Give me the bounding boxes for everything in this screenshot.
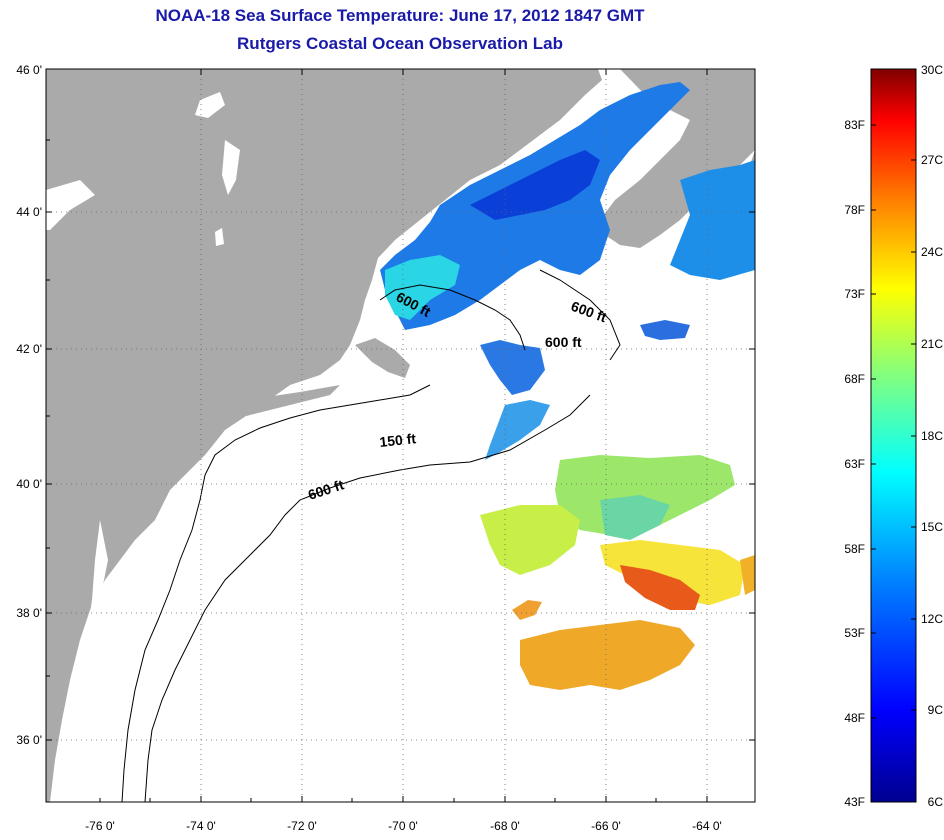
lon-label: -66 0' — [591, 819, 621, 833]
contour-600ft-georges — [539, 269, 621, 361]
colorbar-c-label: 18C — [921, 429, 943, 443]
colorbar-c-label: 6C — [928, 795, 944, 809]
chesapeake-bay — [65, 520, 108, 760]
colorbar-f-label: 63F — [844, 457, 865, 471]
map-subtitle: Rutgers Coastal Ocean Observation Lab — [237, 34, 563, 53]
lon-label: -70 0' — [388, 819, 418, 833]
contour-600ft-gom — [379, 284, 526, 351]
contour-label: 150 ft — [379, 430, 417, 450]
lon-label: -74 0' — [186, 819, 216, 833]
colorbar-f-label: 68F — [844, 372, 865, 386]
lat-label: 42 0' — [16, 342, 42, 356]
sst-south-orange — [520, 620, 695, 690]
land-cape-cod — [355, 338, 410, 378]
graticule — [46, 69, 755, 802]
colorbar-f-label: 83F — [844, 118, 865, 132]
sst-bay-of-fundy — [670, 160, 755, 280]
sst-warm-filament — [620, 565, 700, 610]
colorbar-f-label: 73F — [844, 287, 865, 301]
colorbar-c-label: 9C — [928, 703, 944, 717]
lake — [46, 180, 95, 230]
lake — [195, 92, 225, 118]
colorbar-f-label: 78F — [844, 203, 865, 217]
sst-offshore-cyan-green — [600, 495, 670, 540]
sst-offshore-yellowgreen — [480, 505, 580, 575]
colorbar-c-label: 21C — [921, 337, 943, 351]
lon-label: -72 0' — [287, 819, 317, 833]
land-maritimes — [600, 69, 755, 248]
lon-label: -76 0' — [85, 819, 115, 833]
sst-patch-georges-2 — [480, 340, 545, 395]
sst-gulf-of-maine-cool-core — [470, 150, 600, 220]
colorbar-f-label: 48F — [844, 711, 865, 725]
sst-east-orange — [740, 555, 755, 595]
land-mainland — [46, 69, 602, 802]
sst-offshore-green — [555, 455, 735, 535]
contour-label: 600 ft — [545, 334, 582, 350]
lat-label: 46 0' — [16, 63, 42, 77]
sst-patch-shelf — [485, 400, 550, 460]
colorbar-ticks — [871, 124, 916, 719]
colorbar-f-label: 58F — [844, 542, 865, 556]
colorbar-f-label: 43F — [844, 795, 865, 809]
sst-small-orange — [512, 600, 542, 620]
lat-label: 44 0' — [16, 205, 42, 219]
axis-ticks — [46, 69, 755, 802]
lat-label: 38 0' — [16, 606, 42, 620]
delaware-bay — [148, 540, 165, 575]
contour-600ft-shelf — [144, 394, 591, 802]
sst-coastal-cyan — [385, 255, 460, 320]
colorbar-c-label: 30C — [921, 63, 943, 77]
colorbar-c-label: 24C — [921, 245, 943, 259]
contour-150ft — [121, 384, 431, 802]
colorbar-c-label: 12C — [921, 612, 943, 626]
map-title: NOAA-18 Sea Surface Temperature: June 17… — [155, 6, 645, 25]
colorbar — [870, 68, 917, 803]
lake — [215, 228, 224, 246]
colorbar-f-label: 53F — [844, 626, 865, 640]
lat-label: 36 0' — [16, 733, 42, 747]
colorbar-c-label: 15C — [921, 520, 943, 534]
lake — [222, 140, 240, 195]
land-long-island — [200, 385, 340, 425]
colorbar-c-label: 27C — [921, 153, 943, 167]
sst-offshore-yellow — [600, 540, 745, 605]
map-frame — [45, 68, 756, 803]
lon-label: -68 0' — [490, 819, 520, 833]
lon-label: -64 0' — [692, 819, 722, 833]
lat-label: 40 0' — [16, 477, 42, 491]
sst-patch-georges — [640, 320, 690, 340]
